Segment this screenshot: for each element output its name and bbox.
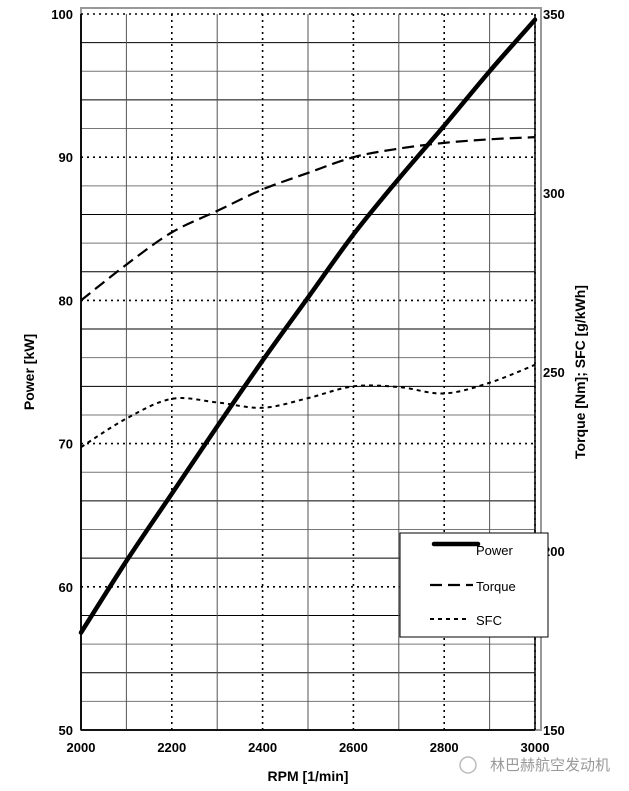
series-line-torque [80, 136, 536, 302]
x-tick-label: 2200 [157, 740, 186, 755]
legend-label-power: Power [476, 543, 514, 558]
y2-tick-label: 350 [543, 7, 565, 22]
y-tick-label: 50 [59, 723, 73, 738]
x-tick-label: 2000 [67, 740, 96, 755]
y-tick-label: 60 [59, 580, 73, 595]
x-tick-label: 2800 [430, 740, 459, 755]
series-line-sfc [80, 363, 536, 449]
y-tick-label: 70 [59, 437, 73, 452]
y2-axis-label: Torque [Nm]; SFC [g/kWh] [572, 285, 588, 459]
y2-tick-label: 150 [543, 723, 565, 738]
x-tick-label: 2400 [248, 740, 277, 755]
x-axis-label: RPM [1/min] [268, 768, 349, 784]
series-line-power [78, 17, 538, 635]
x-tick-label: 2600 [339, 740, 368, 755]
x-tick-label: 3000 [521, 740, 550, 755]
y-tick-label: 100 [51, 7, 73, 22]
legend-box [399, 532, 549, 638]
legend-label-sfc: SFC [476, 613, 502, 628]
y2-tick-label: 300 [543, 186, 565, 201]
y-axis-label: Power [kW] [21, 334, 37, 410]
y-tick-label: 90 [59, 150, 73, 165]
watermark-text: 林巴赫航空发动机 [490, 757, 610, 774]
y2-tick-label: 250 [543, 365, 565, 380]
y-tick-label: 80 [59, 293, 73, 308]
wechat-logo-icon [459, 756, 477, 774]
legend-label-torque: Torque [476, 579, 516, 594]
